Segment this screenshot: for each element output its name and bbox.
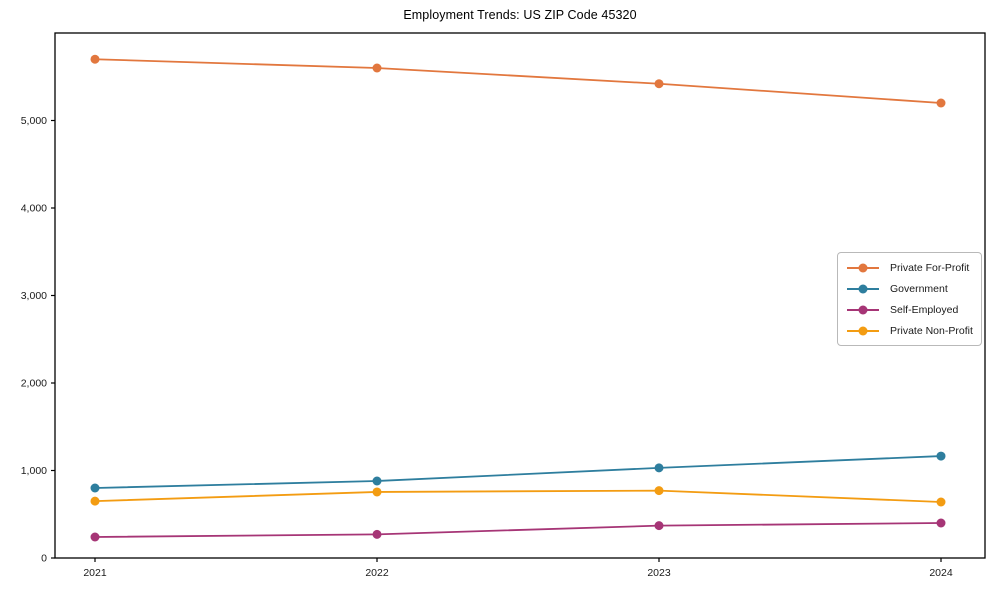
- x-tick-label: 2024: [929, 567, 953, 579]
- data-point-self-employed-2023: [654, 521, 664, 531]
- y-tick-label: 5,000: [21, 115, 47, 127]
- x-tick-label: 2021: [83, 567, 107, 579]
- y-tick-label: 1,000: [21, 465, 47, 477]
- y-tick-label: 4,000: [21, 203, 47, 215]
- data-point-self-employed-2021: [90, 532, 100, 542]
- data-point-government-2023: [654, 463, 664, 473]
- legend: Private For-Profit Government Self-Emplo…: [837, 252, 982, 346]
- data-point-private-for-profit-2021: [90, 54, 100, 64]
- data-point-government-2021: [90, 483, 100, 493]
- data-point-private-non-profit-2023: [654, 486, 664, 496]
- legend-label: Government: [890, 282, 948, 295]
- data-point-self-employed-2022: [372, 529, 382, 539]
- legend-marker-self-employed: [847, 305, 879, 314]
- axes-layer: 0 1,000 2,000 3,000 4,000 5,000 2021 2022 2023 20…: [21, 32, 986, 579]
- legend-label: Private For-Profit: [890, 261, 970, 274]
- x-tick-label: 2022: [365, 567, 389, 579]
- series-line-government: [94, 455, 942, 489]
- data-point-government-2022: [372, 476, 382, 486]
- legend-label: Self-Employed: [890, 303, 959, 316]
- legend-entry-private-for-profit: Private For-Profit: [844, 258, 975, 278]
- data-point-government-2024: [936, 451, 946, 461]
- legend-marker-government: [847, 284, 879, 293]
- series-line-private-for-profit: [94, 58, 942, 104]
- legend-entry-private-non-profit: Private Non-Profit: [844, 321, 975, 341]
- data-point-private-for-profit-2023: [654, 79, 664, 89]
- chart-title: Employment Trends: US ZIP Code 45320: [403, 8, 637, 22]
- series-layer: [90, 54, 946, 542]
- data-point-private-for-profit-2024: [936, 98, 946, 108]
- data-point-private-for-profit-2022: [372, 63, 382, 73]
- y-tick-label: 0: [41, 553, 47, 565]
- legend-entry-self-employed: Self-Employed: [844, 300, 975, 320]
- y-tick-label: 2,000: [21, 378, 47, 390]
- legend-label: Private Non-Profit: [890, 324, 973, 337]
- legend-marker-private-non-profit: [847, 326, 879, 335]
- y-tick-label: 3,000: [21, 290, 47, 302]
- data-point-private-non-profit-2021: [90, 496, 100, 506]
- series-line-self-employed: [94, 522, 942, 538]
- data-point-self-employed-2024: [936, 518, 946, 528]
- data-point-private-non-profit-2022: [372, 487, 382, 497]
- series-line-private-non-profit: [94, 489, 942, 503]
- data-point-private-non-profit-2024: [936, 497, 946, 507]
- legend-marker-private-for-profit: [847, 263, 879, 272]
- legend-entry-government: Government: [844, 279, 975, 299]
- x-tick-label: 2023: [647, 567, 671, 579]
